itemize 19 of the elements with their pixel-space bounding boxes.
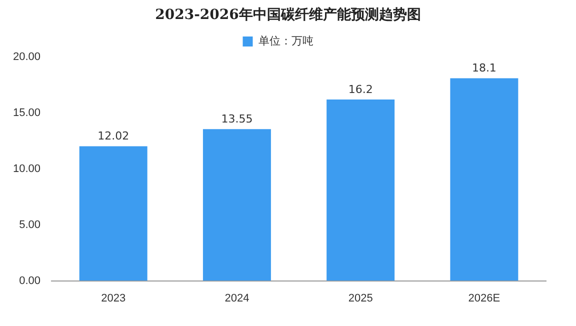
- x-tick-label: 2026E: [468, 292, 500, 304]
- y-tick-label: 0.00: [19, 274, 41, 287]
- bar: [202, 129, 271, 281]
- y-tick-label: 20.00: [12, 51, 41, 64]
- chart-title: 2023-2026年中国碳纤维产能预测趋势图: [154, 6, 422, 25]
- data-label: 12.02: [98, 130, 130, 143]
- bar: [79, 146, 148, 281]
- y-tick-label: 5.00: [19, 218, 41, 231]
- y-tick-label: 15.00: [12, 106, 41, 119]
- x-tick-label: 2023: [101, 292, 126, 304]
- y-tick-label: 10.00: [12, 162, 41, 175]
- data-label: 16.2: [348, 82, 373, 96]
- data-label: 18.1: [472, 62, 496, 75]
- data-label: 13.55: [221, 112, 253, 126]
- bar: [326, 100, 395, 281]
- x-tick-label: 2024: [224, 292, 250, 304]
- legend-label: 单位：万吨: [258, 34, 314, 48]
- x-tick-label: 2025: [348, 292, 373, 304]
- bar: [450, 78, 518, 281]
